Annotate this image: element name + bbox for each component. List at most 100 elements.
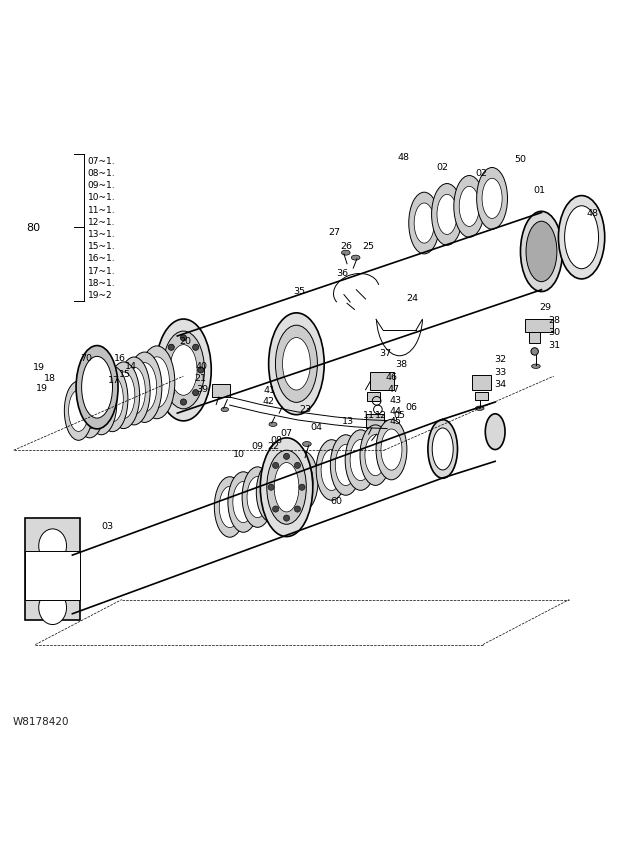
Text: 39: 39 <box>196 384 208 394</box>
Bar <box>476 393 488 400</box>
Ellipse shape <box>69 390 89 432</box>
Ellipse shape <box>316 440 347 501</box>
Ellipse shape <box>303 442 311 447</box>
Ellipse shape <box>432 429 453 470</box>
Text: 21: 21 <box>194 373 206 383</box>
Text: 25: 25 <box>363 241 374 250</box>
Ellipse shape <box>112 372 135 419</box>
Text: 01: 01 <box>534 186 546 195</box>
Text: 19~2: 19~2 <box>88 291 112 300</box>
Circle shape <box>268 485 274 491</box>
Ellipse shape <box>352 256 360 261</box>
Text: 80: 80 <box>27 223 40 233</box>
Text: 05: 05 <box>394 411 405 419</box>
Ellipse shape <box>360 425 391 486</box>
Text: 26: 26 <box>340 241 352 250</box>
Text: 37: 37 <box>379 348 391 358</box>
Ellipse shape <box>86 371 117 435</box>
Text: 27: 27 <box>329 227 340 236</box>
Ellipse shape <box>526 222 557 282</box>
Text: 09~1.: 09~1. <box>88 181 115 190</box>
Text: 03: 03 <box>102 521 113 530</box>
Text: 47: 47 <box>388 384 400 394</box>
Text: 43: 43 <box>389 395 401 405</box>
Ellipse shape <box>485 414 505 450</box>
Text: 08~1.: 08~1. <box>88 169 115 177</box>
Text: 29: 29 <box>540 303 552 312</box>
Ellipse shape <box>292 461 313 502</box>
Text: 19: 19 <box>32 363 45 372</box>
Text: 15: 15 <box>119 369 131 378</box>
Text: 08: 08 <box>270 435 282 444</box>
Ellipse shape <box>287 452 318 512</box>
Text: 28: 28 <box>548 315 560 325</box>
Text: 36: 36 <box>336 268 348 278</box>
Circle shape <box>283 515 290 521</box>
Ellipse shape <box>162 345 193 406</box>
Ellipse shape <box>342 251 350 256</box>
Ellipse shape <box>459 187 479 227</box>
Ellipse shape <box>476 406 484 411</box>
Ellipse shape <box>261 472 282 513</box>
Circle shape <box>168 390 174 396</box>
Text: 45: 45 <box>389 417 401 425</box>
Text: 04: 04 <box>310 423 322 432</box>
Ellipse shape <box>219 486 241 528</box>
Bar <box>25 552 81 600</box>
Text: 18: 18 <box>43 373 56 383</box>
Ellipse shape <box>330 435 361 496</box>
Text: 35: 35 <box>293 287 305 296</box>
Ellipse shape <box>477 169 508 230</box>
Circle shape <box>531 348 538 356</box>
Ellipse shape <box>321 450 342 491</box>
Ellipse shape <box>91 381 112 426</box>
Text: 20: 20 <box>179 337 192 345</box>
Ellipse shape <box>102 377 123 423</box>
Ellipse shape <box>75 377 104 438</box>
Text: 06: 06 <box>406 403 418 412</box>
Text: 16~1.: 16~1. <box>88 254 115 263</box>
Text: 48: 48 <box>587 209 599 218</box>
Text: 07: 07 <box>280 429 293 438</box>
Ellipse shape <box>64 382 93 440</box>
Circle shape <box>193 390 199 396</box>
Text: 12~1.: 12~1. <box>88 217 115 227</box>
Text: 17~1.: 17~1. <box>88 267 115 275</box>
Ellipse shape <box>38 591 66 625</box>
Text: 46: 46 <box>386 372 397 381</box>
Ellipse shape <box>269 423 277 427</box>
Ellipse shape <box>233 482 254 523</box>
Ellipse shape <box>350 440 371 481</box>
Ellipse shape <box>565 206 598 269</box>
Text: 15~1.: 15~1. <box>88 242 115 251</box>
Circle shape <box>283 454 290 460</box>
Ellipse shape <box>376 420 407 481</box>
Circle shape <box>163 367 169 373</box>
Ellipse shape <box>247 477 268 518</box>
Circle shape <box>299 485 305 491</box>
Text: 24: 24 <box>406 293 418 302</box>
Text: 14: 14 <box>125 361 137 370</box>
Ellipse shape <box>409 193 440 255</box>
Text: 19: 19 <box>35 383 48 392</box>
Bar <box>525 320 552 332</box>
Text: 18~1.: 18~1. <box>88 279 115 288</box>
Text: W8178420: W8178420 <box>12 716 69 726</box>
Text: 44: 44 <box>389 406 401 415</box>
Ellipse shape <box>221 408 229 412</box>
Ellipse shape <box>335 445 356 486</box>
Text: 07~1.: 07~1. <box>88 157 115 165</box>
Ellipse shape <box>531 365 540 369</box>
Text: 41: 41 <box>264 386 276 394</box>
Ellipse shape <box>428 420 458 479</box>
Ellipse shape <box>242 467 273 527</box>
Text: 11: 11 <box>363 411 374 419</box>
Ellipse shape <box>274 463 299 512</box>
Ellipse shape <box>267 451 306 525</box>
Ellipse shape <box>275 325 317 403</box>
Ellipse shape <box>133 363 157 412</box>
Text: 13~1.: 13~1. <box>88 230 115 239</box>
Ellipse shape <box>97 367 128 432</box>
Ellipse shape <box>170 345 197 396</box>
Circle shape <box>198 367 204 373</box>
